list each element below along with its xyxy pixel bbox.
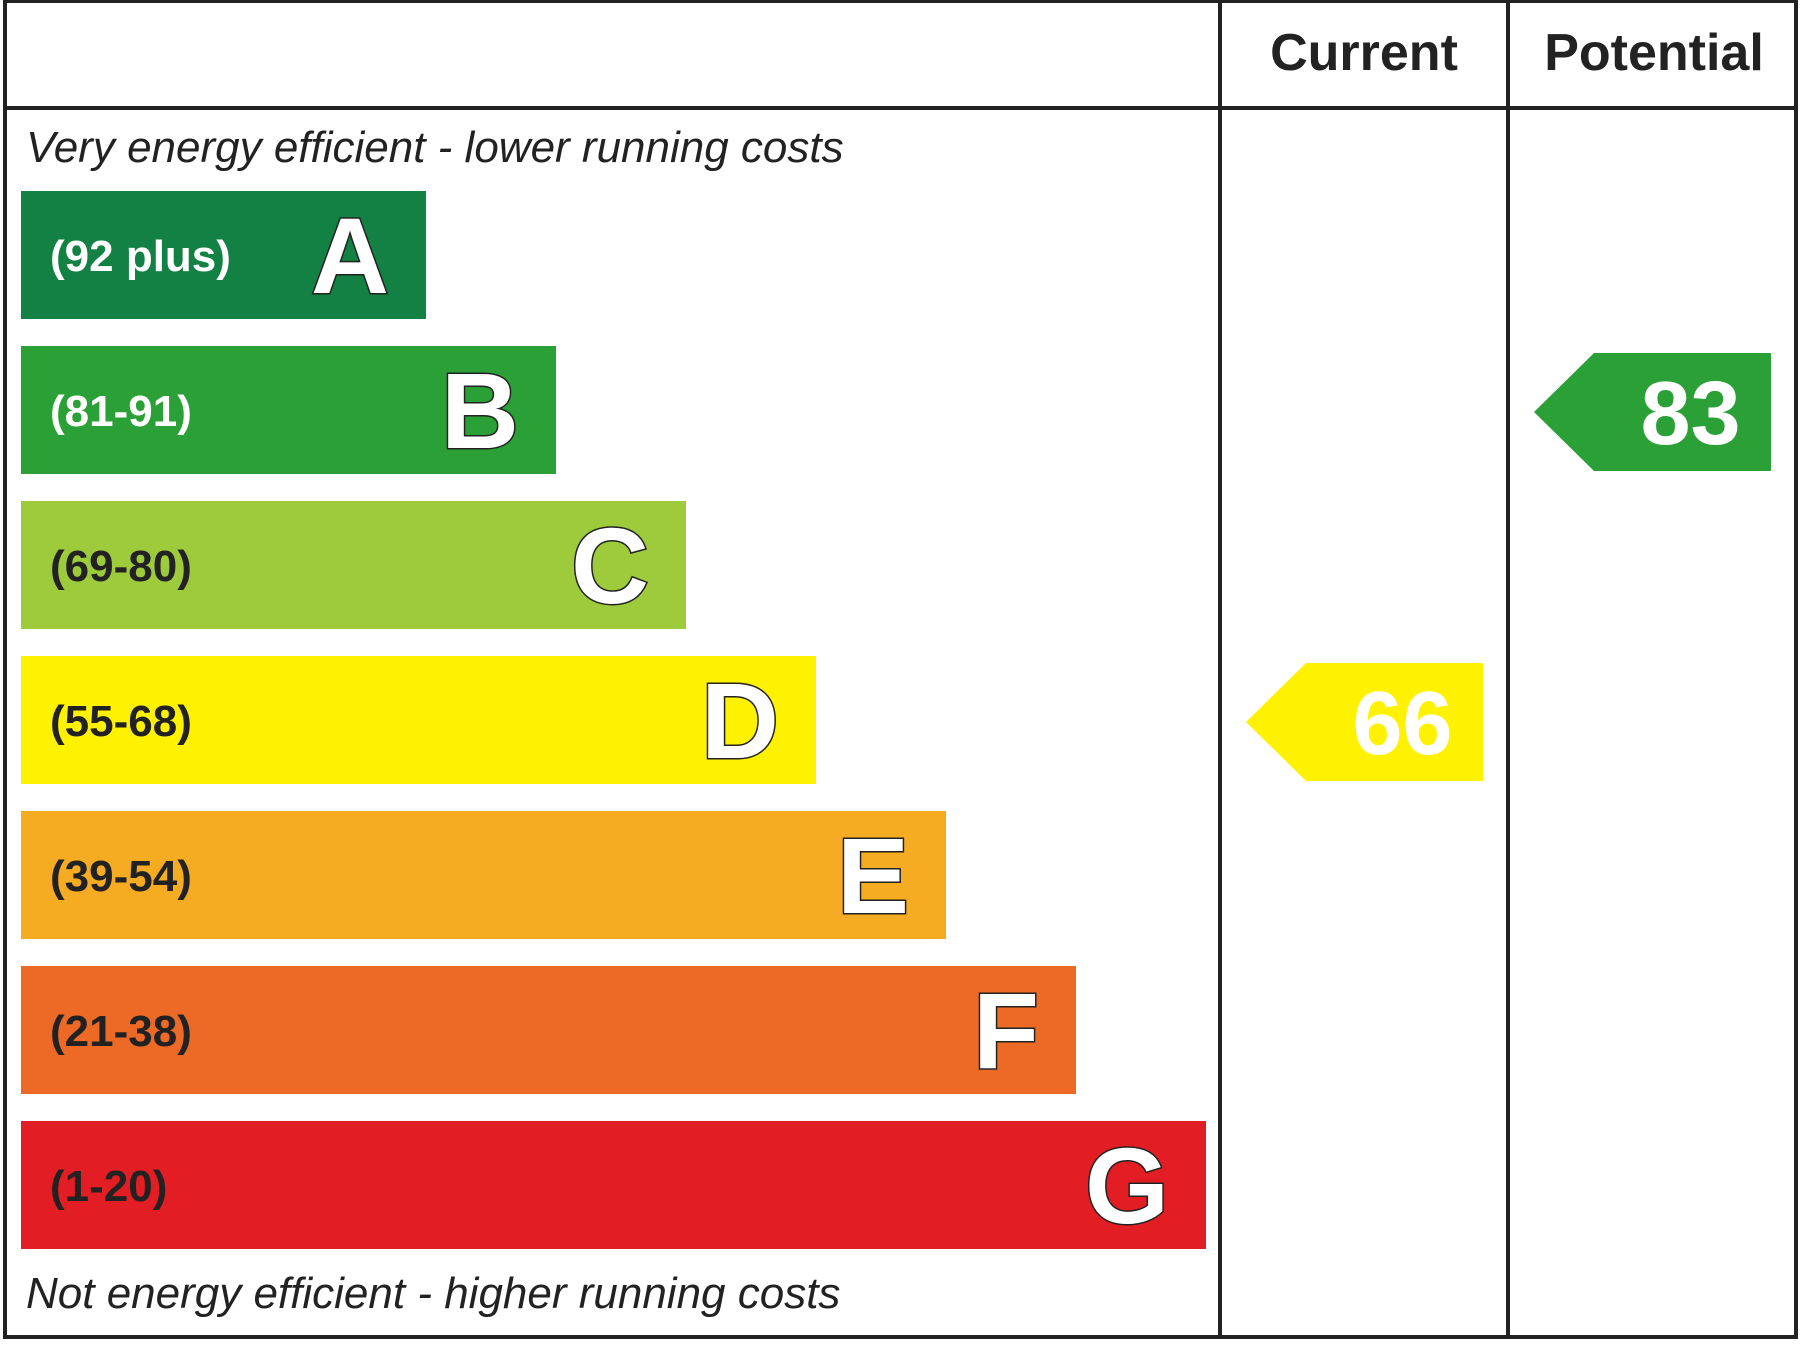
band-f-range: (21-38) (50, 1007, 192, 1056)
band-g-bar (21, 1121, 1206, 1249)
band-b-letter: B (441, 350, 519, 471)
band-a-range: (92 plus) (50, 232, 231, 281)
header-current: Current (1270, 24, 1458, 82)
band-c-letter: C (571, 505, 649, 626)
band-a-bar (21, 191, 426, 319)
rating-bands: (92 plus) A (81-91) B (69-80) C (55-68) D (39-54… (21, 191, 1206, 1249)
current-rating-value: 66 (1352, 674, 1452, 774)
band-a-letter: A (311, 195, 389, 316)
potential-rating-value: 83 (1640, 364, 1740, 464)
band-f-bar (21, 966, 1076, 1094)
band-c-bar (21, 501, 686, 629)
band-d-bar (21, 656, 816, 784)
band-b-bar (21, 346, 556, 474)
top-caption: Very energy efficient - lower running co… (26, 123, 844, 172)
potential-rating-arrow (1534, 353, 1771, 471)
band-e-letter: E (837, 815, 909, 936)
band-e-range: (39-54) (50, 852, 192, 901)
rating-arrows: 66 83 (1246, 353, 1771, 781)
current-rating-arrow (1246, 663, 1483, 781)
band-g-range: (1-20) (50, 1162, 167, 1211)
band-e-bar (21, 811, 946, 939)
band-d-letter: D (701, 660, 779, 781)
band-b-range: (81-91) (50, 387, 192, 436)
band-f-letter: F (973, 970, 1039, 1091)
band-g-letter: G (1085, 1125, 1169, 1246)
bottom-caption: Not energy efficient - higher running co… (26, 1269, 840, 1318)
band-c-range: (69-80) (50, 542, 192, 591)
header-potential: Potential (1544, 24, 1764, 82)
band-d-range: (55-68) (50, 697, 192, 746)
chart-frame (3, 0, 1798, 1339)
